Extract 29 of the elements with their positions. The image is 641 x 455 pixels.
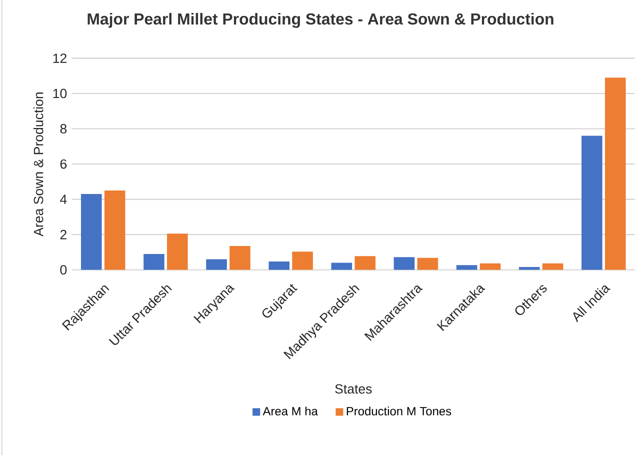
bar <box>292 252 313 270</box>
bar <box>80 194 102 270</box>
y-tick-label: 8 <box>60 124 67 134</box>
bar <box>354 256 376 270</box>
bar <box>144 254 164 270</box>
legend-label: Area M ha <box>262 406 318 416</box>
bar <box>582 136 602 270</box>
bar <box>542 263 564 270</box>
y-tick-label: 10 <box>53 88 67 98</box>
legend-label: Production M Tones <box>346 406 452 416</box>
y-tick-label: 4 <box>60 194 67 204</box>
chart-title: Major Pearl Millet Producing States - Area Sown & Production <box>88 12 554 28</box>
bar <box>206 259 227 270</box>
bar <box>166 234 188 270</box>
y-tick-label: 2 <box>60 230 66 240</box>
y-tick-label: 12 <box>53 54 66 63</box>
bar <box>230 246 250 270</box>
x-axis-title: States <box>335 384 372 394</box>
bar <box>104 190 126 270</box>
bar <box>417 258 438 270</box>
y-tick-label: 0 <box>60 265 67 275</box>
bar <box>604 78 626 270</box>
y-tick-label: 6 <box>60 159 67 169</box>
bar <box>480 263 501 270</box>
y-axis-title: Area Sown & Production <box>33 92 44 236</box>
bar <box>394 257 415 270</box>
bar <box>268 262 290 270</box>
bar <box>456 265 478 270</box>
bar <box>331 262 352 270</box>
